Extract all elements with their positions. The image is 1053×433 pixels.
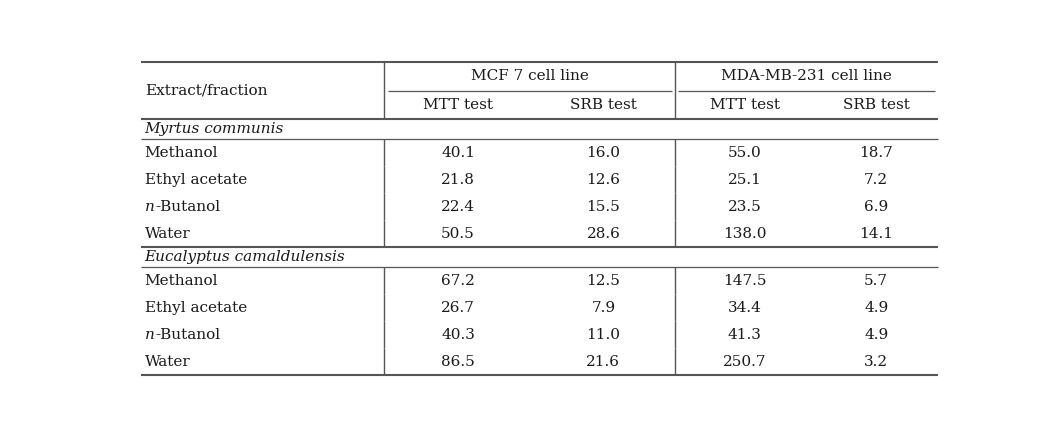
Text: -Butanol: -Butanol [155,200,220,214]
Text: 14.1: 14.1 [859,227,893,241]
Text: 28.6: 28.6 [587,227,620,241]
Text: 7.9: 7.9 [592,301,615,315]
Text: 5.7: 5.7 [865,274,888,288]
Text: Water: Water [144,227,191,241]
Text: 18.7: 18.7 [859,145,893,159]
Text: Water: Water [144,355,191,369]
Text: 67.2: 67.2 [441,274,475,288]
Text: MDA-MB-231 cell line: MDA-MB-231 cell line [721,69,892,83]
Text: 21.6: 21.6 [587,355,620,369]
Text: SRB test: SRB test [570,98,637,112]
Text: 147.5: 147.5 [723,274,767,288]
Text: 138.0: 138.0 [723,227,767,241]
Text: 16.0: 16.0 [587,145,620,159]
Text: MTT test: MTT test [710,98,780,112]
Text: n: n [144,328,155,342]
Text: 250.7: 250.7 [723,355,767,369]
Text: Eucalyptus camaldulensis: Eucalyptus camaldulensis [144,250,345,264]
Text: 86.5: 86.5 [441,355,475,369]
Text: 21.8: 21.8 [441,173,475,187]
Text: 55.0: 55.0 [728,145,761,159]
Text: 4.9: 4.9 [865,301,889,315]
Text: 41.3: 41.3 [728,328,761,342]
Text: Ethyl acetate: Ethyl acetate [144,301,247,315]
Text: MCF 7 cell line: MCF 7 cell line [471,69,589,83]
Text: MTT test: MTT test [423,98,493,112]
Text: 15.5: 15.5 [587,200,620,214]
Text: 40.1: 40.1 [441,145,475,159]
Text: Extract/fraction: Extract/fraction [144,84,267,98]
Text: 34.4: 34.4 [728,301,761,315]
Text: 7.2: 7.2 [865,173,889,187]
Text: n: n [144,200,155,214]
Text: 26.7: 26.7 [441,301,475,315]
Text: 11.0: 11.0 [587,328,620,342]
Text: 12.5: 12.5 [587,274,620,288]
Text: 6.9: 6.9 [865,200,889,214]
Text: -Butanol: -Butanol [155,328,220,342]
Text: 40.3: 40.3 [441,328,475,342]
Text: 22.4: 22.4 [441,200,475,214]
Text: Methanol: Methanol [144,145,218,159]
Text: Ethyl acetate: Ethyl acetate [144,173,247,187]
Text: 25.1: 25.1 [728,173,761,187]
Text: 12.6: 12.6 [587,173,620,187]
Text: SRB test: SRB test [842,98,910,112]
Text: Methanol: Methanol [144,274,218,288]
Text: 3.2: 3.2 [865,355,889,369]
Text: 23.5: 23.5 [728,200,761,214]
Text: 4.9: 4.9 [865,328,889,342]
Text: Myrtus communis: Myrtus communis [144,122,284,136]
Text: 50.5: 50.5 [441,227,475,241]
